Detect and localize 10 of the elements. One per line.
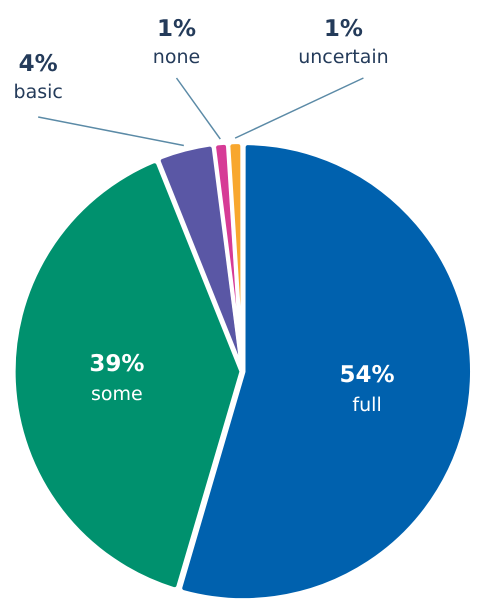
slice-label: some bbox=[91, 382, 143, 405]
data-label: 39% bbox=[89, 350, 144, 377]
data-label: 54% bbox=[340, 362, 395, 388]
data-label: 1% bbox=[324, 16, 363, 42]
data-label: 4% bbox=[18, 50, 58, 77]
data-label: 1% bbox=[156, 16, 196, 42]
slice-label: uncertain bbox=[298, 46, 389, 68]
slice-label: none bbox=[152, 46, 200, 68]
slice-label: full bbox=[352, 394, 382, 416]
slice-label: basic bbox=[13, 80, 63, 103]
